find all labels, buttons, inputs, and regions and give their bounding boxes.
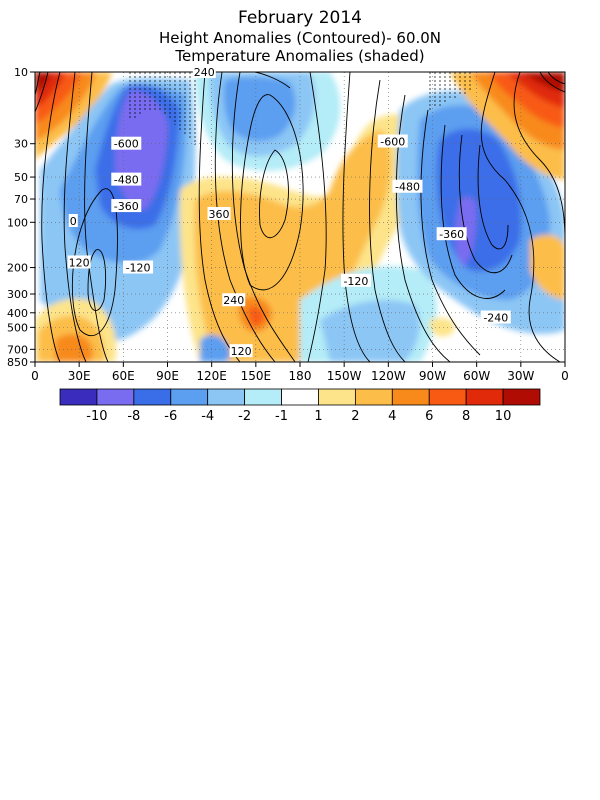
x-tick-label: 0	[31, 369, 39, 383]
colorbar: -10 -8 -6 -4 -2 -1 1 2 4 6 8 10	[59, 388, 541, 424]
contour-label-bg	[111, 199, 142, 213]
contour-label: -360	[439, 228, 464, 241]
colorbar-swatch	[465, 388, 504, 406]
colorbar-label: -10	[86, 409, 107, 424]
colorbar-label: 6	[425, 409, 433, 424]
contour-label: -120	[343, 275, 368, 288]
contour-label-bg	[111, 172, 142, 186]
x-tick-label: 120W	[371, 369, 406, 383]
contour-label: 120	[69, 256, 90, 269]
colorbar-swatch	[244, 388, 282, 406]
contour-label-bg	[392, 179, 423, 193]
contour-label: 240	[194, 66, 215, 79]
y-tick-label: 70	[14, 193, 28, 206]
x-tick-label: 150W	[327, 369, 362, 383]
contour-label: -480	[114, 174, 139, 187]
gridlines	[35, 72, 565, 362]
x-axis: 0 30E 60E 90E 120E 150E 180 150W 120W 90W 60W 30W 0	[31, 362, 569, 383]
colorbar-label: 8	[462, 409, 470, 424]
colorbar-swatch	[502, 388, 541, 406]
contour-label: -480	[395, 181, 420, 194]
contour-label-bg	[340, 273, 371, 287]
contour-label-bg	[207, 206, 231, 220]
chart-title-block: February 2014 Height Anomalies (Contoure…	[0, 8, 600, 65]
colorbar-swatch	[133, 388, 172, 406]
y-tick-label: 200	[7, 262, 28, 275]
y-tick-label: 300	[7, 288, 28, 301]
x-tick-label: 60E	[112, 369, 135, 383]
x-tick-label: 180	[289, 369, 312, 383]
chart-subtitle-height: Height Anomalies (Contoured)- 60.0N	[158, 29, 442, 47]
y-tick-label: 500	[7, 321, 28, 334]
chart-subtitle-temperature: Temperature Anomalies (shaded)	[175, 47, 425, 65]
contour-label: -600	[380, 136, 405, 149]
colorbar-label: 2	[351, 409, 359, 424]
y-tick-label: 100	[7, 216, 28, 229]
colorbar-swatch	[318, 388, 356, 406]
x-tick-label: 30E	[68, 369, 91, 383]
x-tick-label: 60W	[463, 369, 490, 383]
contour-label-bg	[222, 293, 246, 307]
contour-label: -240	[483, 312, 508, 325]
contour-label-bg	[123, 260, 154, 274]
colorbar-label: -4	[201, 409, 214, 424]
y-tick-label: 10	[14, 66, 28, 79]
contour-label: 0	[70, 215, 77, 228]
colorbar-label: -6	[164, 409, 177, 424]
contour-label: 360	[209, 208, 230, 221]
contour-label: 120	[231, 345, 252, 358]
x-tick-label: 30W	[507, 369, 534, 383]
colorbar-swatch	[391, 388, 430, 406]
x-tick-label: 150E	[241, 369, 272, 383]
colorbar-label: 10	[495, 409, 512, 424]
x-tick-label: 120E	[196, 369, 227, 383]
y-tick-label: 400	[7, 307, 28, 320]
height-contours	[35, 72, 565, 362]
contour-label: -600	[114, 138, 139, 151]
x-tick-label: 90W	[419, 369, 446, 383]
contour-label-bg	[377, 134, 408, 148]
contour-label-bg	[68, 213, 78, 227]
contour-label-bg	[67, 255, 91, 269]
colorbar-swatch	[170, 388, 209, 406]
dense-contours	[129, 72, 471, 145]
contour-label: -360	[114, 200, 139, 213]
colorbar-label: 1	[314, 409, 322, 424]
colorbar-label: -8	[127, 409, 140, 424]
contour-label-bg	[229, 344, 253, 358]
colorbar-swatch	[207, 388, 246, 406]
contour-label-bg	[436, 227, 467, 241]
colorbar-label: -2	[238, 409, 251, 424]
contour-label-bg	[111, 136, 142, 150]
colorbar-swatch	[59, 388, 98, 406]
x-tick-label: 0	[561, 369, 569, 383]
colorbar-swatch	[96, 388, 135, 406]
colorbar-swatch	[428, 388, 467, 406]
y-tick-label: 850	[7, 356, 28, 369]
y-tick-label: 30	[14, 138, 28, 151]
y-tick-label: 700	[7, 343, 28, 356]
colorbar-label: 4	[388, 409, 396, 424]
contour-label: -120	[126, 262, 151, 275]
colorbar-swatch	[281, 388, 319, 406]
x-tick-label: 90E	[156, 369, 179, 383]
contour-label: 240	[223, 294, 244, 307]
contour-label-bg	[192, 65, 216, 78]
colorbar-label: -1	[275, 409, 288, 424]
contour-labels: 240 -600 -480 -360 0 360 120 -120 240 120 -600 -480…	[67, 65, 511, 358]
y-tick-label: 50	[14, 171, 28, 184]
contour-label-bg	[480, 310, 511, 324]
colorbar-swatch	[354, 388, 393, 406]
chart-title: February 2014	[238, 8, 362, 28]
